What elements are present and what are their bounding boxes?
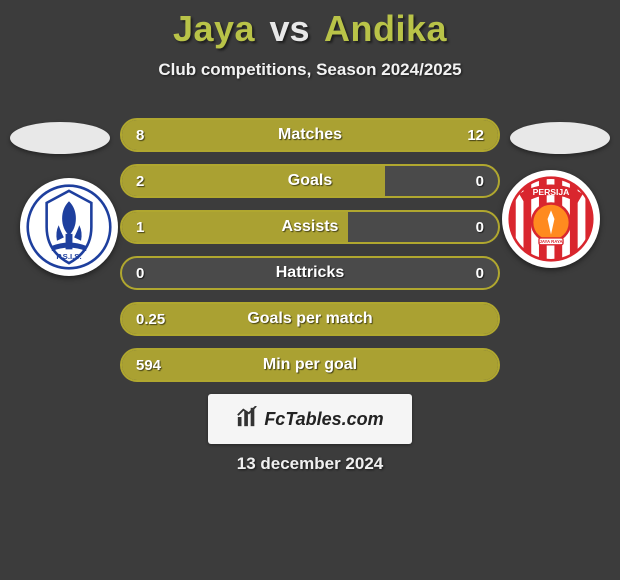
stat-label: Min per goal bbox=[122, 356, 498, 374]
persija-logo-icon: PERSIJA JAYA RAYA bbox=[508, 176, 594, 262]
svg-text:PERSIJA: PERSIJA bbox=[533, 187, 570, 197]
date-text: 13 december 2024 bbox=[0, 454, 620, 474]
comparison-chart: 812Matches 20Goals 10Assists 00Hattricks 0.2… bbox=[120, 118, 500, 394]
stat-row-goals: 20Goals bbox=[120, 164, 500, 198]
team-logo-right: PERSIJA JAYA RAYA bbox=[502, 170, 600, 268]
stat-row-matches: 812Matches bbox=[120, 118, 500, 152]
stat-label: Hattricks bbox=[122, 264, 498, 282]
stat-label: Goals per match bbox=[122, 310, 498, 328]
stat-label: Matches bbox=[122, 126, 498, 144]
subtitle: Club competitions, Season 2024/2025 bbox=[0, 60, 620, 80]
player1-name: Jaya bbox=[173, 8, 255, 49]
stat-label: Goals bbox=[122, 172, 498, 190]
player2-name: Andika bbox=[324, 8, 447, 49]
stat-row-hattricks: 00Hattricks bbox=[120, 256, 500, 290]
fctables-icon bbox=[236, 406, 258, 433]
team-logo-left: P.S.I.S. bbox=[20, 178, 118, 276]
stat-label: Assists bbox=[122, 218, 498, 236]
stat-row-min-per-goal: 594Min per goal bbox=[120, 348, 500, 382]
svg-text:JAYA RAYA: JAYA RAYA bbox=[539, 239, 562, 244]
vs-separator: vs bbox=[270, 8, 310, 49]
player1-silhouette bbox=[10, 122, 110, 154]
stat-row-goals-per-match: 0.25Goals per match bbox=[120, 302, 500, 336]
player2-silhouette bbox=[510, 122, 610, 154]
fctables-text: FcTables.com bbox=[264, 409, 383, 430]
stat-row-assists: 10Assists bbox=[120, 210, 500, 244]
psis-logo-icon: P.S.I.S. bbox=[26, 184, 112, 270]
fctables-badge: FcTables.com bbox=[208, 394, 412, 444]
svg-text:P.S.I.S.: P.S.I.S. bbox=[56, 252, 81, 261]
page-title: Jaya vs Andika bbox=[0, 0, 620, 50]
